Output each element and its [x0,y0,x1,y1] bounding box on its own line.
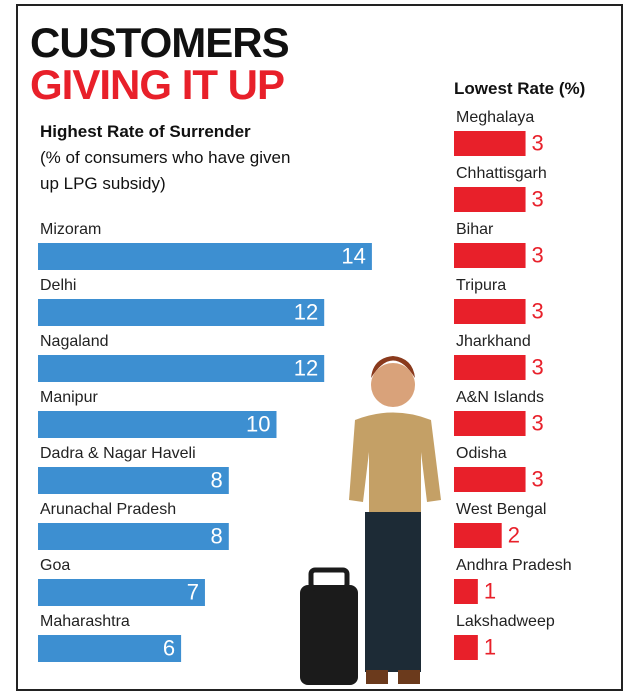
bar [454,523,502,548]
category-label: Lakshadweep [456,613,555,630]
bar [38,523,229,550]
bar [454,187,526,212]
value-label: 7 [187,579,199,604]
category-label: Meghalaya [456,109,534,126]
value-label: 8 [211,467,223,492]
bar [454,355,526,380]
bar [454,243,526,268]
bar [38,243,372,270]
value-label: 1 [484,634,496,659]
frame [16,4,623,691]
bar [38,635,182,662]
category-label: Arunachal Pradesh [40,501,176,518]
value-label: 3 [532,130,544,155]
category-label: A&N Islands [456,389,544,406]
value-label: 3 [532,298,544,323]
value-label: 3 [532,186,544,211]
category-label: Chhattisgarh [456,165,547,182]
value-label: 6 [163,635,175,660]
bar [38,411,277,438]
category-label: Bihar [456,221,494,238]
chart-title: Lowest Rate (%) [454,79,586,98]
bar [454,467,526,492]
category-label: Andhra Pradesh [456,557,572,574]
category-label: Tripura [456,277,506,294]
category-label: Dadra & Nagar Haveli [40,445,196,462]
chart-title: Highest Rate of Surrender [40,122,251,141]
value-label: 10 [246,411,270,436]
bar [454,635,478,660]
category-label: Mizoram [40,221,101,238]
bar [454,131,526,156]
bar [38,579,205,606]
bar [454,411,526,436]
value-label: 12 [294,299,318,324]
value-label: 1 [484,578,496,603]
value-label: 3 [532,354,544,379]
value-label: 14 [341,243,365,268]
category-label: Manipur [40,389,98,406]
value-label: 3 [532,242,544,267]
bar [38,299,325,326]
headline: GIVING IT UP [30,61,285,108]
value-label: 3 [532,466,544,491]
value-label: 12 [294,355,318,380]
category-label: Odisha [456,445,507,462]
chart-subtitle: (% of consumers who have given up LPG su… [40,148,291,193]
illustration [300,356,441,685]
category-label: Maharashtra [40,613,130,630]
category-label: West Bengal [456,501,546,518]
category-label: Delhi [40,277,76,294]
bar [38,467,229,494]
category-label: Jharkhand [456,333,531,350]
bar [454,299,526,324]
value-label: 2 [508,522,520,547]
bar [454,579,478,604]
value-label: 3 [532,410,544,435]
value-label: 8 [211,523,223,548]
category-label: Goa [40,557,70,574]
category-label: Nagaland [40,333,109,350]
headline: CUSTOMERS [30,19,290,66]
bar [38,355,325,382]
